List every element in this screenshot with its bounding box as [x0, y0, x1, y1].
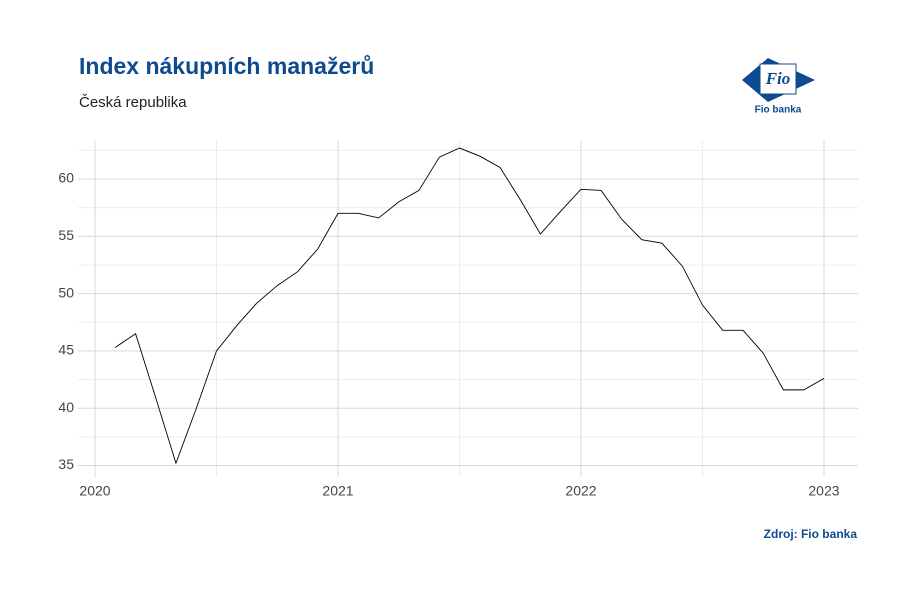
source: Zdroj: Fio banka — [764, 527, 858, 541]
y-tick-label: 35 — [58, 456, 74, 472]
x-tick-label: 2022 — [565, 483, 596, 499]
logo-name: Fio banka — [755, 105, 802, 116]
x-tick-label: 2021 — [322, 483, 353, 499]
chart-subtitle: Česká republika — [79, 94, 187, 111]
data-line — [114, 147, 825, 465]
x-tick-label: 2020 — [79, 483, 110, 499]
y-tick-label: 55 — [58, 227, 74, 243]
y-tick-label: 40 — [58, 399, 74, 415]
y-tick-label: 50 — [58, 284, 74, 300]
y-tick-label: 60 — [58, 170, 74, 186]
logo-box — [759, 63, 797, 95]
x-tick-label: 2023 — [808, 483, 839, 499]
logo: Fio Fio banka — [742, 58, 815, 116]
y-tick-label: 45 — [58, 342, 74, 358]
chart-title: Index nákupních manažerů — [79, 53, 374, 79]
logo-mark: Fio — [765, 69, 791, 88]
